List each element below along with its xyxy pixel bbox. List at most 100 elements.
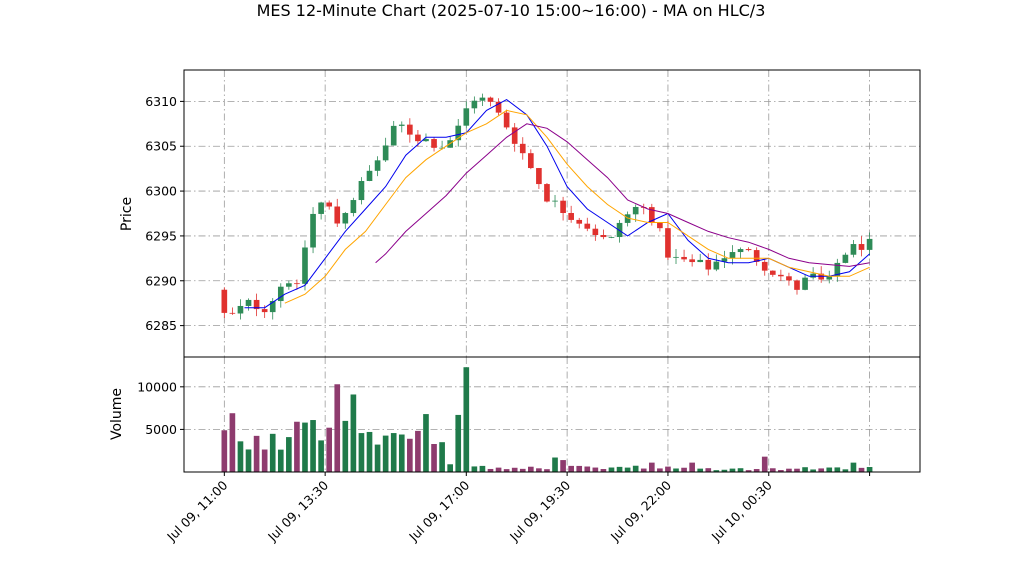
- candle-body: [471, 100, 478, 109]
- candle-body: [277, 286, 284, 302]
- candle-body: [802, 277, 808, 290]
- volume-bar: [769, 468, 776, 472]
- candle-body: [423, 139, 429, 142]
- volume-bar: [592, 467, 599, 472]
- volume-bar: [745, 470, 752, 472]
- candle-body: [286, 283, 292, 287]
- volume-bar: [463, 367, 470, 472]
- volume-bar: [552, 457, 558, 472]
- candlesticks: [221, 93, 873, 320]
- candle-body: [624, 214, 631, 223]
- x-tick-label: Jul 09, 11:00: [163, 477, 230, 544]
- volume-bar: [318, 440, 324, 472]
- candle-body: [810, 273, 816, 278]
- price-tick-label: 6305: [145, 139, 177, 154]
- candle-body: [407, 124, 413, 135]
- price-panel-frame: [183, 69, 921, 358]
- volume-bar: [560, 460, 566, 472]
- candle-body: [519, 143, 526, 154]
- volume-bar: [455, 414, 462, 472]
- volume-bar: [495, 467, 502, 472]
- volume-bar: [479, 465, 486, 472]
- volume-bar: [826, 467, 833, 472]
- volume-bar: [753, 469, 760, 472]
- volume-bar: [382, 435, 389, 472]
- candle-body: [697, 259, 704, 263]
- candle-body: [568, 212, 574, 220]
- candle-body: [455, 125, 462, 141]
- candle-body: [431, 139, 437, 148]
- candle-body: [729, 252, 736, 259]
- candle-body: [479, 97, 486, 101]
- volume-panel-frame: [183, 356, 921, 473]
- candle-body: [753, 250, 760, 262]
- candle-body: [721, 258, 728, 262]
- candle-body: [866, 238, 873, 250]
- volume-bar: [786, 468, 792, 472]
- volume-bar: [729, 468, 736, 472]
- candle-body: [632, 206, 639, 215]
- candle-body: [269, 301, 276, 313]
- volume-bar: [834, 467, 841, 472]
- candle-body: [786, 276, 792, 281]
- candle-body: [374, 160, 381, 171]
- volume-bar: [689, 462, 695, 472]
- candle-body: [576, 219, 583, 224]
- volume-bar: [519, 468, 526, 472]
- volume-bar: [447, 464, 453, 472]
- candle-body: [761, 261, 768, 271]
- candle-body: [689, 259, 695, 263]
- volume-bar: [374, 444, 381, 472]
- candle-body: [415, 134, 421, 142]
- candle-body: [294, 283, 300, 285]
- x-tick-label: Jul 09, 17:00: [405, 477, 472, 544]
- candle-body: [237, 305, 244, 314]
- price-axis-label: Price: [119, 197, 135, 231]
- price-gridlines: [184, 70, 920, 357]
- x-tick-label: Jul 09, 22:00: [607, 477, 674, 544]
- volume-bar: [310, 420, 316, 472]
- candle-body: [681, 256, 687, 260]
- candle-body: [552, 200, 558, 202]
- candle-body: [826, 276, 833, 280]
- candle-body: [334, 206, 341, 224]
- volume-bar: [705, 468, 712, 472]
- candle-body: [310, 213, 316, 248]
- volume-bar: [358, 433, 365, 472]
- volume-bar: [286, 437, 292, 472]
- volume-tick-label: 10000: [137, 379, 177, 394]
- candle-body: [745, 249, 752, 251]
- price-y-axis: 6285 6290 6295 6300 6305 6310: [145, 94, 184, 333]
- candle-body: [665, 228, 671, 258]
- volume-bar: [648, 462, 655, 472]
- volume-bar: [439, 442, 445, 472]
- volume-bar: [584, 466, 591, 472]
- volume-bar: [237, 441, 244, 472]
- candle-body: [350, 200, 357, 214]
- volume-bar: [431, 444, 437, 472]
- candle-body: [221, 289, 228, 313]
- volume-bar: [737, 468, 744, 472]
- volume-bar: [665, 466, 671, 472]
- volume-bar: [221, 430, 228, 472]
- volume-bar: [390, 433, 397, 472]
- candle-body: [850, 244, 857, 255]
- volume-bar: [261, 449, 268, 472]
- price-tick-label: 6295: [145, 228, 177, 243]
- x-axis: Jul 09, 11:00 Jul 09, 13:30 Jul 09, 17:00 J…: [163, 472, 871, 545]
- volume-bar: [576, 465, 583, 472]
- candle-body: [673, 256, 679, 258]
- volume-bar: [608, 467, 615, 472]
- volume-bar: [415, 430, 421, 472]
- candle-body: [229, 312, 236, 314]
- volume-bar: [624, 467, 631, 472]
- ma-line-3: [375, 123, 870, 267]
- volume-bar: [334, 384, 341, 472]
- volume-bar: [423, 414, 429, 472]
- volume-bar: [229, 413, 236, 472]
- volume-bar: [503, 469, 510, 472]
- candle-body: [834, 262, 841, 277]
- volume-bar: [616, 466, 623, 472]
- price-tick-label: 6290: [145, 273, 177, 288]
